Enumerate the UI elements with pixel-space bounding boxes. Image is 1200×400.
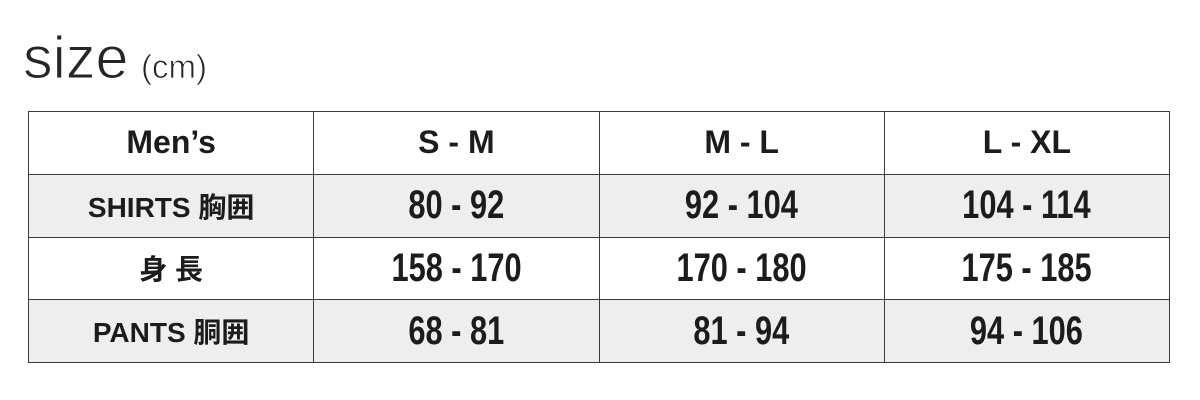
svg-text:size: size <box>23 24 128 91</box>
svg-text:(cm): (cm) <box>141 48 207 85</box>
